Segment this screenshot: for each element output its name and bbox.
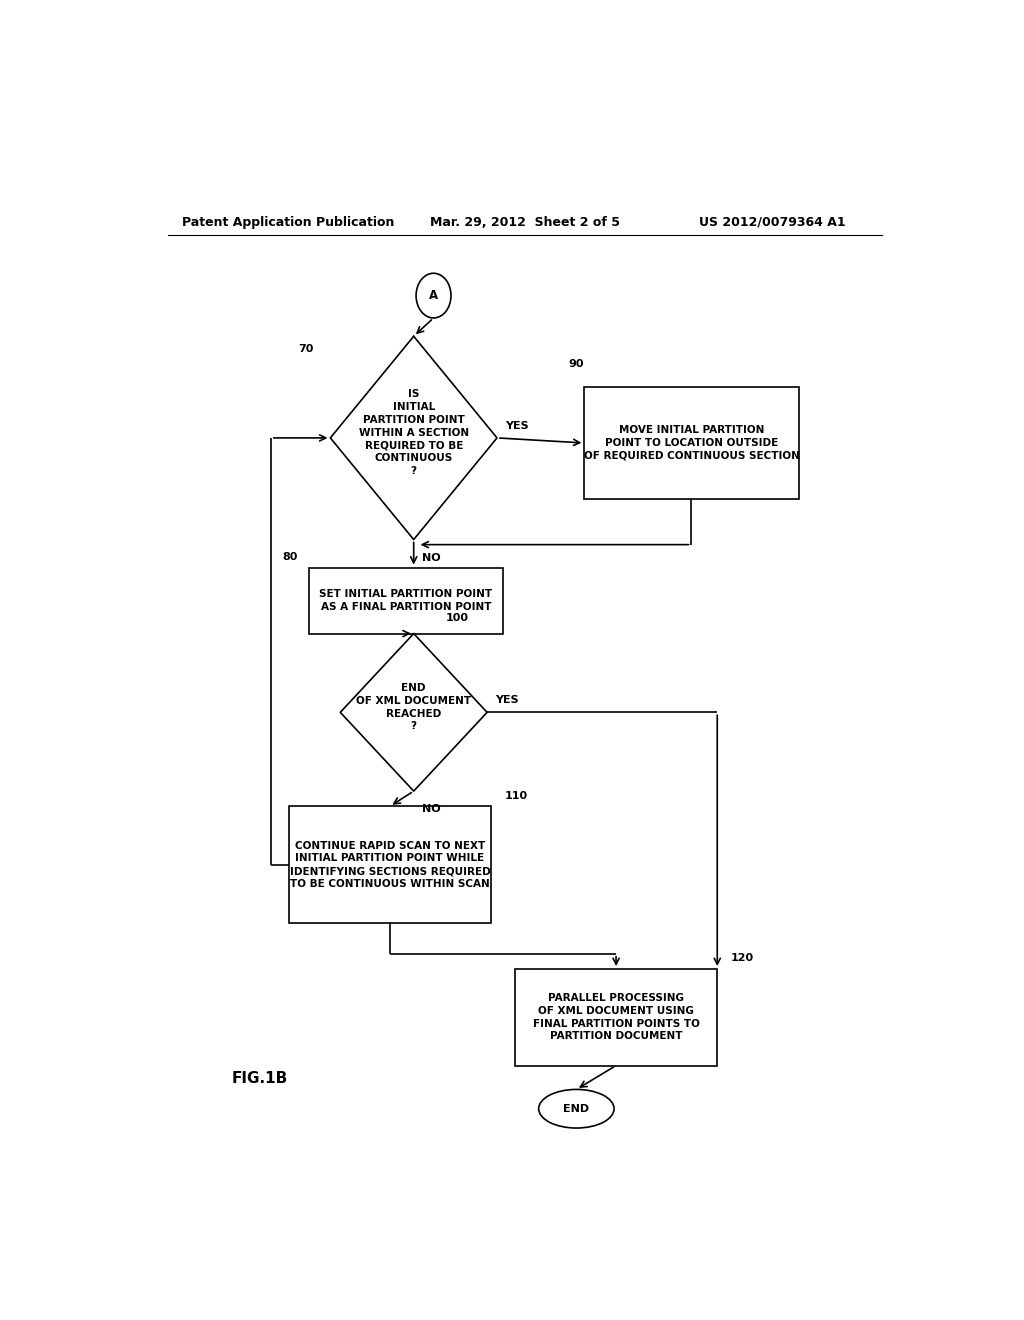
Text: END
OF XML DOCUMENT
REACHED
?: END OF XML DOCUMENT REACHED ? <box>356 682 471 731</box>
Text: YES: YES <box>505 421 528 430</box>
Text: MOVE INITIAL PARTITION
POINT TO LOCATION OUTSIDE
OF REQUIRED CONTINUOUS SECTION: MOVE INITIAL PARTITION POINT TO LOCATION… <box>584 425 800 461</box>
Text: Patent Application Publication: Patent Application Publication <box>182 216 394 228</box>
Text: US 2012/0079364 A1: US 2012/0079364 A1 <box>699 216 846 228</box>
Ellipse shape <box>539 1089 614 1129</box>
Text: IS
INITIAL
PARTITION POINT
WITHIN A SECTION
REQUIRED TO BE
CONTINUOUS
?: IS INITIAL PARTITION POINT WITHIN A SECT… <box>358 389 469 477</box>
Text: PARALLEL PROCESSING
OF XML DOCUMENT USING
FINAL PARTITION POINTS TO
PARTITION DO: PARALLEL PROCESSING OF XML DOCUMENT USIN… <box>532 993 699 1041</box>
Text: 100: 100 <box>445 612 468 623</box>
Bar <box>308 568 503 634</box>
Text: Mar. 29, 2012  Sheet 2 of 5: Mar. 29, 2012 Sheet 2 of 5 <box>430 216 620 228</box>
Text: 110: 110 <box>505 791 528 801</box>
Text: YES: YES <box>495 696 519 705</box>
Text: FIG.1B: FIG.1B <box>231 1072 288 1086</box>
Text: END: END <box>563 1104 590 1114</box>
Text: SET INITIAL PARTITION POINT
AS A FINAL PARTITION POINT: SET INITIAL PARTITION POINT AS A FINAL P… <box>319 589 493 612</box>
Text: 90: 90 <box>568 359 584 368</box>
Bar <box>585 387 799 499</box>
Text: 80: 80 <box>283 552 298 562</box>
Text: 70: 70 <box>299 343 314 354</box>
Bar <box>515 969 717 1065</box>
Text: 120: 120 <box>731 953 755 964</box>
Text: NO: NO <box>422 804 440 814</box>
Text: A: A <box>429 289 438 302</box>
Text: NO: NO <box>422 553 440 562</box>
Bar <box>289 807 492 923</box>
Text: CONTINUE RAPID SCAN TO NEXT
INITIAL PARTITION POINT WHILE
IDENTIFYING SECTIONS R: CONTINUE RAPID SCAN TO NEXT INITIAL PART… <box>290 841 490 888</box>
